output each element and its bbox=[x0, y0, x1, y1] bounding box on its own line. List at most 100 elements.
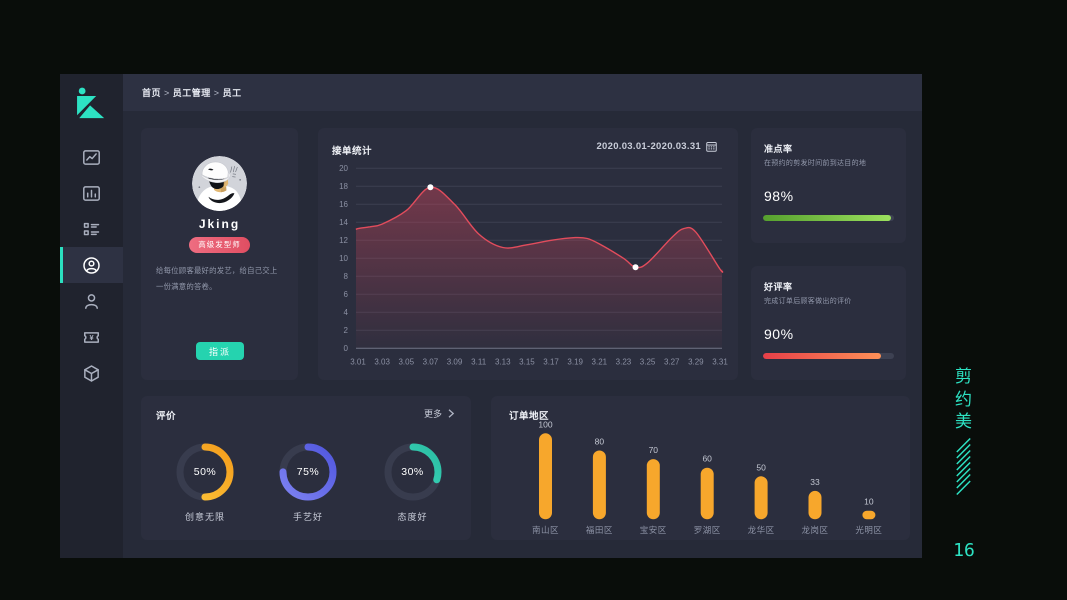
svg-text:6: 6 bbox=[344, 290, 349, 299]
svg-text:10: 10 bbox=[339, 254, 348, 263]
gauge-label: 态度好 bbox=[397, 512, 428, 522]
sidebar-item-trends[interactable] bbox=[60, 139, 123, 175]
ontime-rate-title: 准点率 bbox=[764, 144, 793, 154]
avatar bbox=[192, 156, 247, 211]
page-number: 16 bbox=[953, 540, 975, 561]
svg-text:罗湖区: 罗湖区 bbox=[694, 525, 721, 535]
sidebar-item-orders[interactable] bbox=[60, 211, 123, 247]
svg-text:光明区: 光明区 bbox=[855, 525, 882, 535]
svg-text:3.01: 3.01 bbox=[350, 357, 366, 366]
gauge-percent: 50% bbox=[193, 466, 217, 478]
svg-text:20: 20 bbox=[339, 164, 348, 173]
reviews-title: 评价 bbox=[156, 411, 177, 422]
breadcrumb-home[interactable]: 首页 bbox=[142, 88, 162, 98]
reviews-more-link[interactable]: 更多 bbox=[424, 407, 455, 420]
rating-progress-fill bbox=[763, 353, 881, 359]
svg-text:10: 10 bbox=[864, 497, 874, 507]
date-range-picker[interactable]: 2020.03.01-2020.03.31 bbox=[596, 141, 717, 152]
svg-text:4: 4 bbox=[344, 308, 349, 317]
ontime-rate-card: 准点率 在预约的剪发时间前到达目的地 98% bbox=[751, 128, 906, 243]
breadcrumb-separator: > bbox=[164, 88, 170, 98]
rating-rate-value: 90% bbox=[764, 326, 794, 342]
order-stats-line-chart: 0 2 4 6 8 10 12 14 16 18 20 3.01 3.03 3.05 3.07 3.09 3.1… bbox=[339, 164, 728, 366]
sidebar: ¥ bbox=[60, 74, 123, 558]
svg-text:100: 100 bbox=[538, 419, 552, 429]
svg-text:3.21: 3.21 bbox=[592, 357, 608, 366]
breadcrumb-separator: > bbox=[213, 88, 220, 98]
svg-text:3.25: 3.25 bbox=[640, 357, 656, 366]
svg-text:0: 0 bbox=[344, 344, 349, 353]
svg-text:福田区: 福田区 bbox=[586, 525, 613, 535]
breadcrumb-staff-management[interactable]: 员工管理 bbox=[172, 88, 211, 98]
date-range-text: 2020.03.01-2020.03.31 bbox=[596, 141, 701, 152]
slash-decoration bbox=[956, 438, 971, 495]
chevron-right-icon bbox=[448, 409, 455, 418]
assign-button[interactable]: 指派 bbox=[196, 342, 244, 360]
topbar: 首页 > 员工管理 > 员工 bbox=[123, 74, 922, 111]
svg-text:龙岗区: 龙岗区 bbox=[801, 525, 828, 535]
ontime-progress-fill bbox=[763, 215, 892, 221]
brand-vertical-text: 剪约美 bbox=[955, 367, 972, 431]
svg-text:60: 60 bbox=[702, 454, 712, 464]
svg-text:16: 16 bbox=[339, 200, 348, 209]
order-regions-bar-chart: 100 南山区 80 福田区 70 宝安区 60 罗湖区 50 龙华区 33 龙岗区 10 光明区 bbox=[532, 419, 882, 535]
ontime-rate-subtitle: 在预约的剪发时间前到达目的地 bbox=[764, 160, 867, 167]
svg-text:70: 70 bbox=[649, 445, 659, 455]
svg-text:3.03: 3.03 bbox=[374, 357, 390, 366]
reviews-card: 评价 更多 50% 75% 30% 创意无限 手艺好 态度好 bbox=[141, 396, 471, 540]
profile-card: Jking 高级发型师 给每位顾客最好的发艺，给自己交上一份满意的答卷。 指派 bbox=[141, 128, 298, 380]
rating-rate-title: 好评率 bbox=[764, 282, 793, 292]
svg-text:3.29: 3.29 bbox=[688, 357, 704, 366]
svg-text:宝安区: 宝安区 bbox=[640, 525, 667, 535]
app-logo bbox=[77, 87, 105, 119]
ontime-progress-track bbox=[763, 215, 894, 221]
more-label: 更多 bbox=[423, 409, 442, 419]
rating-progress-track bbox=[763, 353, 894, 359]
cube-icon bbox=[84, 364, 99, 382]
svg-text:3.19: 3.19 bbox=[567, 357, 583, 366]
user-icon bbox=[85, 293, 98, 309]
bar-chart-icon bbox=[83, 185, 100, 201]
svg-text:3.17: 3.17 bbox=[543, 357, 559, 366]
sidebar-item-staff[interactable] bbox=[60, 247, 123, 283]
sidebar-item-coupons[interactable]: ¥ bbox=[60, 319, 123, 355]
svg-text:14: 14 bbox=[339, 218, 348, 227]
rating-rate-card: 好评率 完成订单后顾客做出的评价 90% bbox=[751, 266, 906, 380]
gauge-label: 手艺好 bbox=[292, 512, 323, 522]
svg-text:12: 12 bbox=[339, 236, 348, 245]
svg-text:3.27: 3.27 bbox=[664, 357, 680, 366]
order-regions-card: 订单地区 100 南山区 80 福田区 70 宝安区 60 罗湖区 50 龙华区 33 龙岗区 10 光明… bbox=[491, 396, 910, 540]
svg-text:3.31: 3.31 bbox=[712, 357, 728, 366]
svg-text:3.05: 3.05 bbox=[398, 357, 414, 366]
calendar-icon bbox=[706, 141, 717, 152]
ontime-rate-value: 98% bbox=[764, 188, 794, 204]
svg-text:龙华区: 龙华区 bbox=[748, 525, 775, 535]
rating-rate-subtitle: 完成订单后顾客做出的评价 bbox=[764, 298, 852, 305]
gauge-percent: 30% bbox=[401, 466, 424, 478]
breadcrumb-staff: 员工 bbox=[222, 88, 242, 98]
sidebar-item-statistics[interactable] bbox=[60, 175, 123, 211]
svg-text:¥: ¥ bbox=[89, 333, 94, 342]
order-stats-title: 接单统计 bbox=[332, 146, 373, 157]
dashboard-frame: ¥ 首页 > 员工管理 > 员工 bbox=[60, 74, 922, 558]
review-gauge: 50% bbox=[174, 441, 236, 503]
order-regions-title: 订单地区 bbox=[509, 411, 550, 422]
breadcrumb: 首页 > 员工管理 > 员工 bbox=[142, 86, 242, 99]
user-circle-icon bbox=[83, 256, 100, 274]
svg-text:3.07: 3.07 bbox=[423, 357, 439, 366]
svg-text:18: 18 bbox=[339, 182, 348, 191]
svg-text:3.11: 3.11 bbox=[471, 357, 487, 366]
employee-name: Jking bbox=[198, 217, 241, 231]
svg-text:3.23: 3.23 bbox=[616, 357, 632, 366]
sidebar-item-products[interactable] bbox=[60, 355, 123, 391]
svg-text:33: 33 bbox=[810, 477, 820, 487]
gauge-label: 创意无限 bbox=[184, 512, 225, 522]
svg-text:2: 2 bbox=[344, 326, 349, 335]
order-stats-card: 接单统计 2020.03.01-2020.03.31 0 2 4 6 8 10 12 14 16… bbox=[318, 128, 738, 380]
svg-text:3.09: 3.09 bbox=[447, 357, 463, 366]
employee-description: 给每位顾客最好的发艺，给自己交上一份满意的答卷。 bbox=[156, 266, 278, 291]
svg-text:50: 50 bbox=[756, 462, 766, 472]
svg-text:80: 80 bbox=[595, 437, 605, 447]
sidebar-item-customers[interactable] bbox=[60, 283, 123, 319]
